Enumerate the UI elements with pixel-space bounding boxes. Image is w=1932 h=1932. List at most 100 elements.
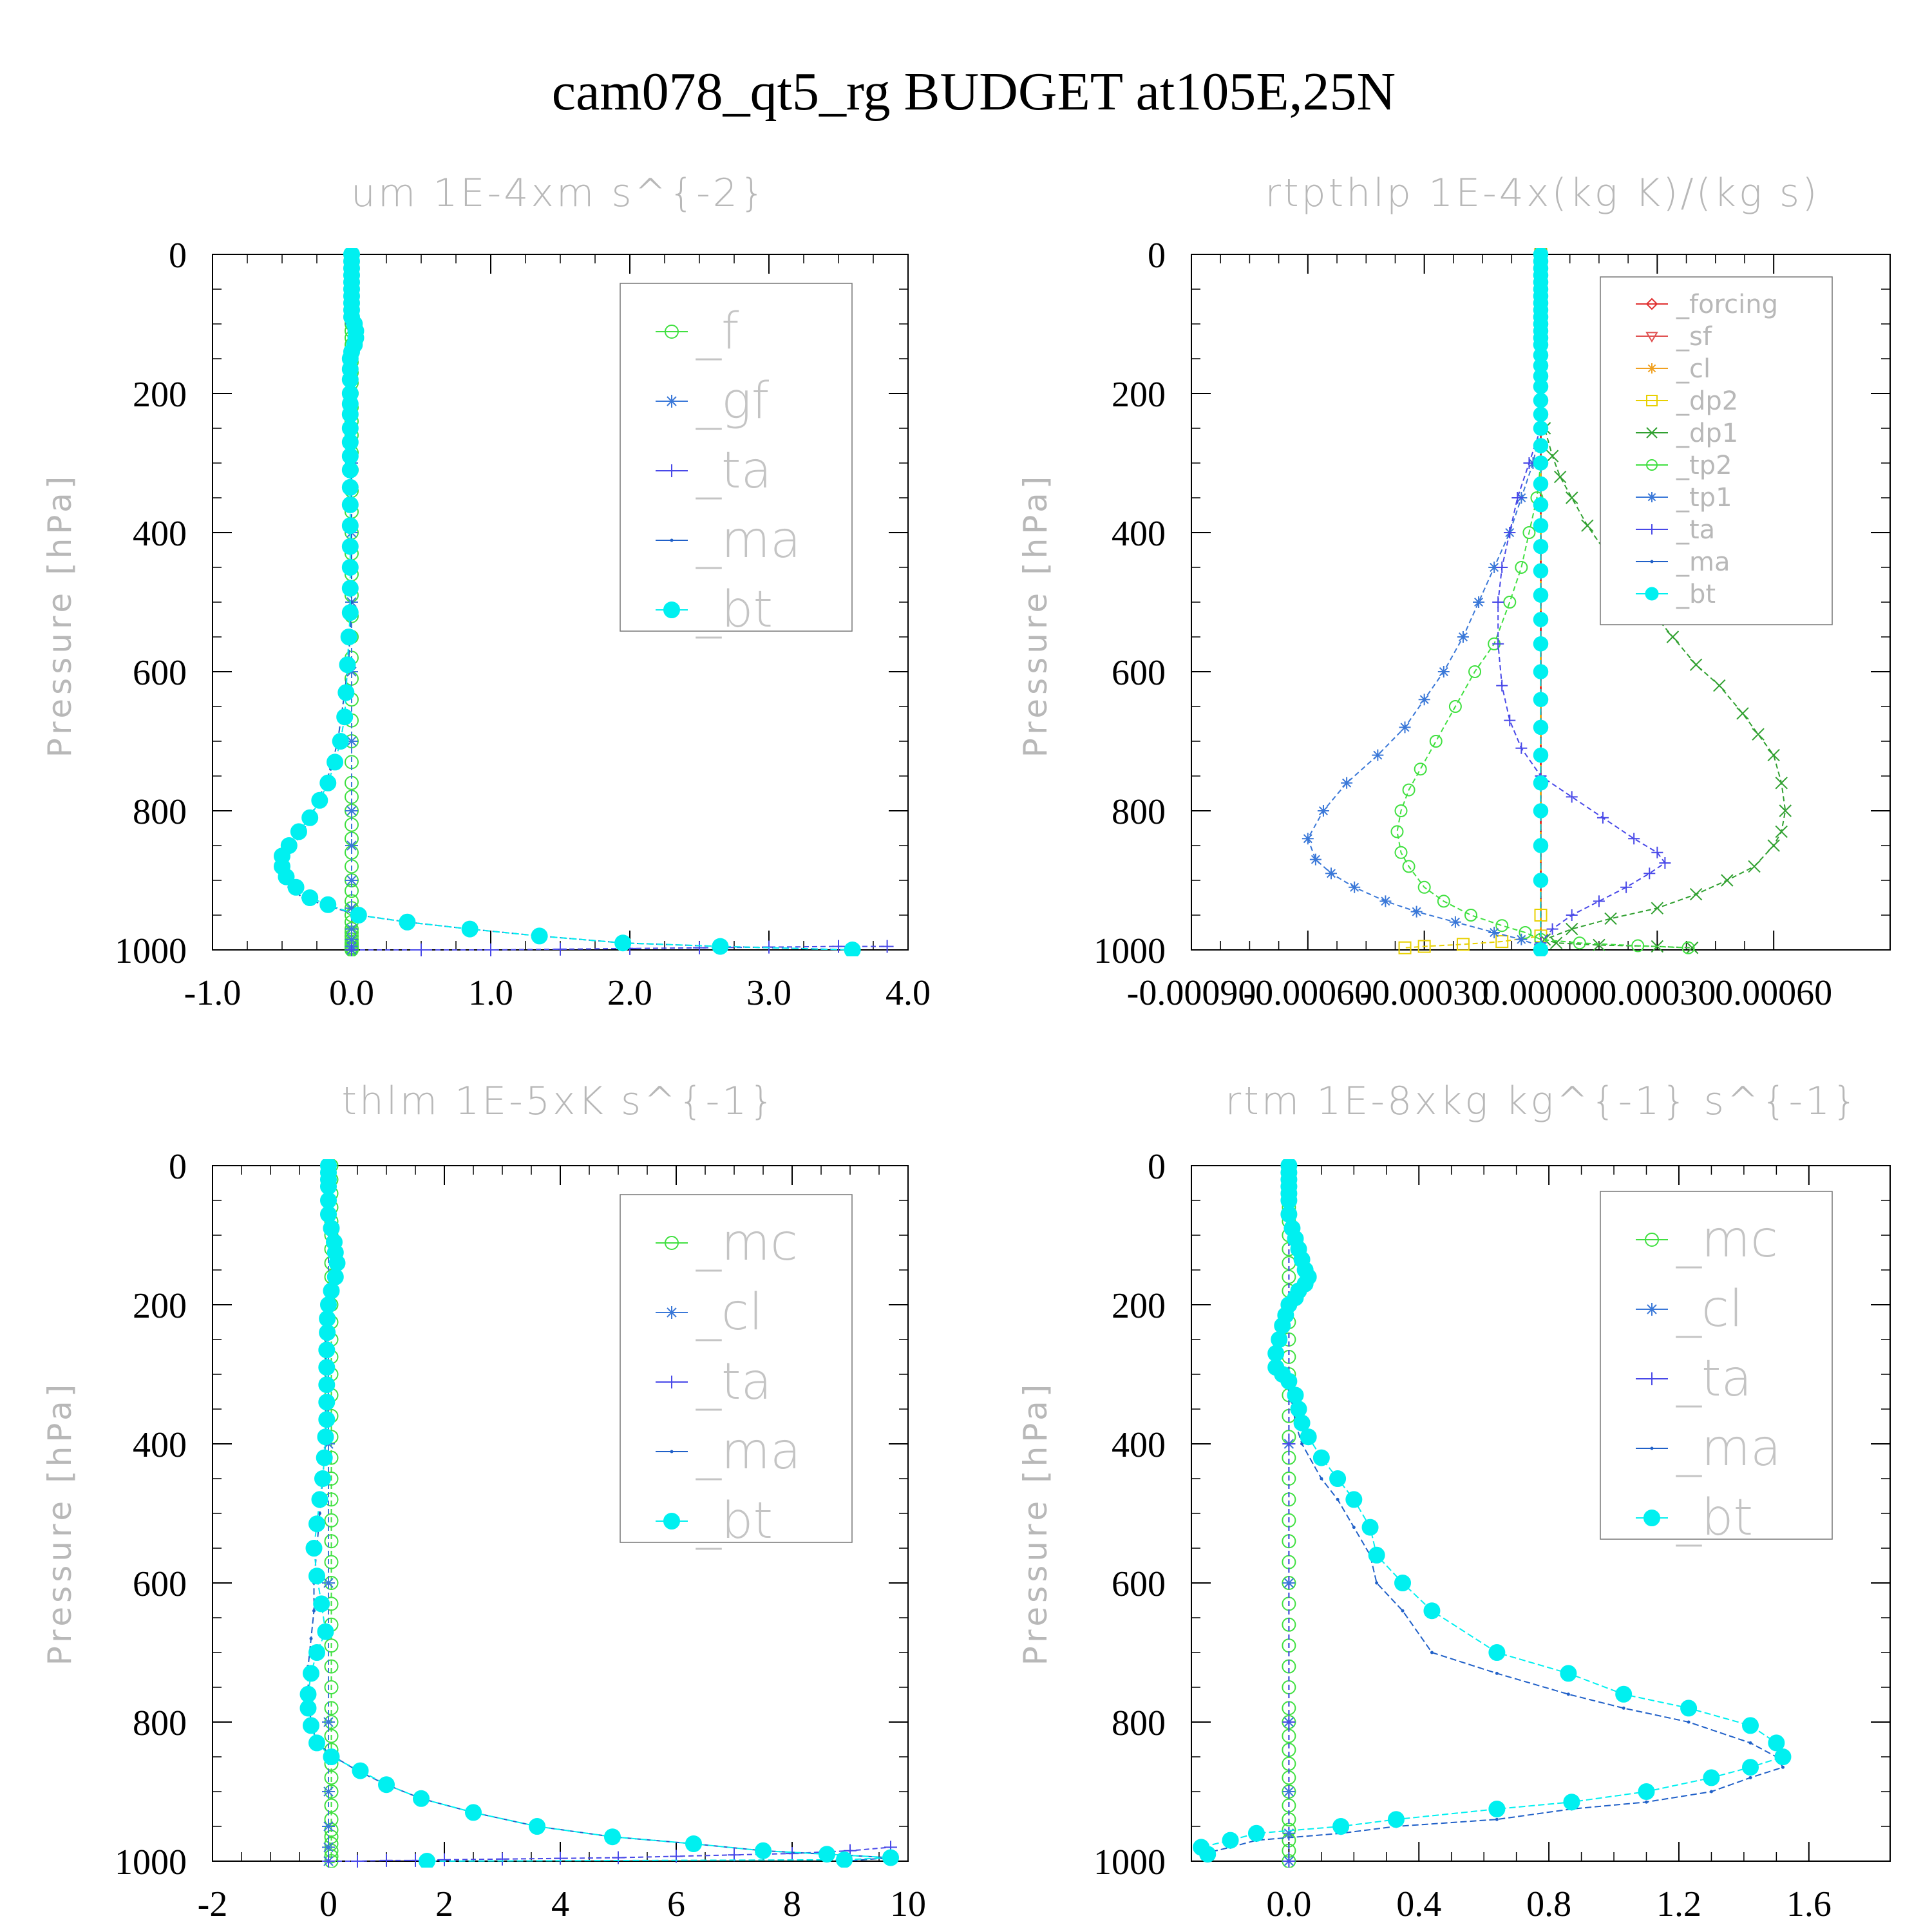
data-point-bt: [1533, 538, 1549, 554]
x-tick-label: 1.0: [468, 973, 513, 1013]
data-point-bt: [339, 656, 356, 674]
data-point-bt: [1533, 942, 1549, 956]
data-point-bt: [1645, 587, 1659, 601]
data-point-bt: [1368, 1546, 1385, 1564]
data-point-ta: [1496, 679, 1508, 692]
data-point-ma: [1495, 1817, 1499, 1821]
data-point-bt: [318, 1411, 336, 1428]
data-point-ma: [309, 1636, 313, 1640]
data-point-tp2: [1646, 459, 1658, 471]
rtpthlp-panel: rtpthlp 1E-4x(kg K)/(kg s) Pressure [hPa…: [1017, 171, 1891, 1013]
data-point-dp1: [1721, 874, 1734, 887]
data-point-dp1: [1752, 728, 1765, 741]
legend-label: _bt: [1676, 580, 1716, 609]
data-point-bt: [1290, 1401, 1307, 1417]
data-point-tp1: [1449, 916, 1461, 928]
legend: _forcing _sf_cl_dp2 _dp1 _tp2 _tp1_ta_ma _bt: [1600, 276, 1833, 625]
data-point-dp1: [1666, 630, 1680, 643]
legend-label: _ta: [1676, 515, 1715, 545]
x-tick-label: 1.6: [1786, 1884, 1832, 1924]
um-plot-area: 0 200 400 600 800 1000-1.0 0.0 1.0 2.0 3.0 4.0 _f _g…: [115, 236, 931, 1013]
legend-label: _bt: [696, 581, 773, 639]
data-point-bt: [1768, 1734, 1785, 1752]
data-point-tp2: [1631, 939, 1645, 952]
data-point-ta: [665, 1376, 678, 1388]
data-point-ta: [1593, 895, 1605, 907]
data-point-mc: [324, 1701, 339, 1716]
data-point-ma: [1748, 1741, 1752, 1745]
data-point-cl: [665, 1306, 678, 1319]
data-point-tp2: [1414, 762, 1427, 776]
data-point-bt: [1293, 1414, 1311, 1432]
data-point-bt: [1703, 1769, 1720, 1786]
y-tick-label: 600: [133, 653, 187, 693]
data-point-bt: [1423, 1602, 1441, 1620]
data-point-bt: [882, 1849, 899, 1866]
series-line-bt: [307, 1166, 891, 1862]
data-point-ma: [1375, 1581, 1379, 1585]
data-point-bt: [413, 1790, 430, 1807]
data-point-bt: [755, 1842, 772, 1859]
data-point-bt: [1533, 775, 1549, 791]
data-point-bt: [1643, 1510, 1660, 1526]
legend-label: _ma: [696, 1423, 801, 1481]
data-point-ma: [1709, 1790, 1713, 1794]
data-point-ta: [1282, 1716, 1296, 1728]
data-point-bt: [1387, 1811, 1405, 1828]
data-point-ta: [612, 1851, 625, 1864]
data-point-bt: [1680, 1700, 1698, 1717]
data-point-bt: [1533, 587, 1549, 603]
data-point-bt: [1533, 379, 1549, 394]
data-point-bt: [1300, 1428, 1317, 1446]
x-tick-label: -0.00090: [1127, 973, 1256, 1013]
y-tick-label: 0: [1148, 1147, 1166, 1187]
data-point-dp1: [1689, 887, 1703, 901]
data-point-ta: [1620, 881, 1633, 893]
data-point-tp1: [1379, 895, 1392, 907]
data-point-dp1: [1604, 912, 1617, 925]
y-tick-label: 600: [1112, 1564, 1166, 1604]
data-point-bt: [340, 629, 357, 645]
legend-label: _cl: [1676, 1280, 1743, 1338]
data-point-dp1: [1767, 748, 1780, 762]
data-point-dp1: [1685, 942, 1699, 954]
data-point-bt: [1533, 873, 1549, 888]
data-point-bt: [844, 942, 861, 956]
data-point-bt: [1560, 1665, 1577, 1682]
data-point-bt: [1488, 1644, 1506, 1661]
data-point-cl: [1282, 1577, 1296, 1589]
data-point-gf: [665, 395, 678, 408]
data-point-bt: [1329, 1470, 1347, 1487]
data-point-tp1: [1515, 933, 1528, 945]
data-point-bt: [317, 1428, 334, 1446]
data-point-dp1: [1546, 450, 1559, 462]
legend-label: _ta: [696, 442, 772, 500]
series-group: [299, 1159, 899, 1868]
data-point-dp1: [1651, 902, 1664, 914]
data-point-bt: [308, 1644, 325, 1661]
data-point-mc: [324, 1798, 339, 1813]
um-panel-title: um 1E-4xm s^{-2}: [351, 171, 767, 216]
x-tick-label: 1.2: [1656, 1884, 1701, 1924]
thlm-panel: thlm 1E-5xK s^{-1} Pressure [hPa] 020040…: [41, 1079, 926, 1924]
data-point-tp1: [1317, 805, 1329, 817]
data-point-bt: [1533, 393, 1549, 408]
legend-label: _gf: [696, 372, 770, 430]
data-point-bt: [287, 878, 305, 896]
y-tick-label: 400: [133, 514, 187, 554]
data-point-gf: [345, 902, 358, 915]
x-tick-label: -2: [198, 1884, 228, 1924]
series-line-ma: [1199, 1166, 1784, 1859]
legend-label: _ma: [1676, 1419, 1781, 1477]
data-point-bt: [685, 1835, 702, 1852]
data-point-tp2: [1402, 860, 1416, 873]
x-tick-label: 0.0: [329, 973, 374, 1013]
data-point-ta: [665, 464, 678, 477]
data-point-ta: [1645, 1372, 1658, 1385]
data-point-bt: [319, 1324, 336, 1341]
y-tick-label: 400: [1112, 1425, 1166, 1465]
data-point-tp2: [1495, 919, 1509, 933]
legend-label: _forcing: [1676, 290, 1778, 319]
data-point-bt: [316, 1449, 333, 1466]
data-point-bt: [323, 1748, 340, 1765]
